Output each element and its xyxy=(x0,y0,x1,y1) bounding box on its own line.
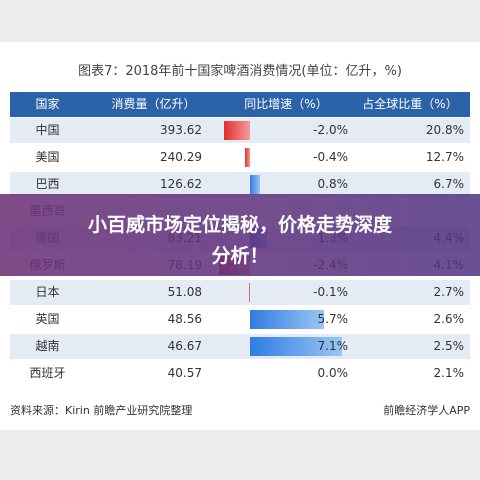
consumption: 393.62 xyxy=(160,123,202,137)
header-cell: 占全球比重（%） xyxy=(362,97,458,111)
share: 2.5% xyxy=(433,339,465,353)
banner-line: 分析！ xyxy=(211,245,269,267)
row-bg xyxy=(10,145,470,170)
share: 12.7% xyxy=(425,150,464,164)
share: 2.7% xyxy=(433,285,465,299)
consumption: 40.57 xyxy=(167,366,202,380)
row-bg xyxy=(10,307,470,332)
row-bg xyxy=(10,334,470,359)
share: 6.7% xyxy=(433,177,465,191)
consumption: 46.67 xyxy=(167,339,202,353)
growth-bar xyxy=(250,175,261,194)
consumption: 48.56 xyxy=(167,312,202,326)
growth: 0.8% xyxy=(317,177,349,191)
growth: 0.0% xyxy=(317,366,349,380)
country: 巴西 xyxy=(35,177,60,191)
growth-bar xyxy=(250,310,325,329)
growth-bar xyxy=(244,148,250,167)
row-bg xyxy=(10,361,470,386)
source: 资料来源：Kirin 前瞻产业研究院整理 xyxy=(10,404,193,417)
header-cell: 消费量（亿升） xyxy=(111,97,196,111)
country: 越南 xyxy=(35,339,60,353)
growth: -0.4% xyxy=(313,150,348,164)
country: 美国 xyxy=(35,150,60,164)
row-bg xyxy=(10,172,470,197)
growth-bar xyxy=(250,337,343,356)
country: 英国 xyxy=(35,312,60,326)
share: 2.6% xyxy=(433,312,465,326)
country: 西班牙 xyxy=(29,366,66,380)
growth-bar xyxy=(248,283,250,302)
banner: 小百威市场定位揭秘，价格走势深度 分析！ xyxy=(0,194,480,276)
title: 图表7：2018年前十国家啤酒消费情况(单位：亿升，%) xyxy=(78,64,402,79)
logo: 前瞻经济学人APP xyxy=(383,404,470,417)
growth: 7.1% xyxy=(317,339,349,353)
growth: -0.1% xyxy=(313,285,348,299)
consumption: 240.29 xyxy=(160,150,202,164)
share: 20.8% xyxy=(425,123,464,137)
header-cell: 国家 xyxy=(35,97,60,111)
share: 2.1% xyxy=(433,366,465,380)
header-row xyxy=(10,92,470,117)
header-cell: 同比增速（%） xyxy=(244,97,328,111)
row-bg xyxy=(10,280,470,305)
growth: -2.0% xyxy=(313,123,348,137)
growth-bar xyxy=(224,121,250,140)
card: 图表7：2018年前十国家啤酒消费情况(单位：亿升，%) 国家 消费量（亿升） 同比… xyxy=(0,42,480,430)
banner-line: 小百威市场定位揭秘，价格走势深度 xyxy=(87,214,392,236)
consumption: 126.62 xyxy=(160,177,202,191)
country: 日本 xyxy=(35,285,60,299)
consumption: 51.08 xyxy=(167,285,202,299)
growth: 5.7% xyxy=(317,312,349,326)
country: 中国 xyxy=(35,123,60,137)
